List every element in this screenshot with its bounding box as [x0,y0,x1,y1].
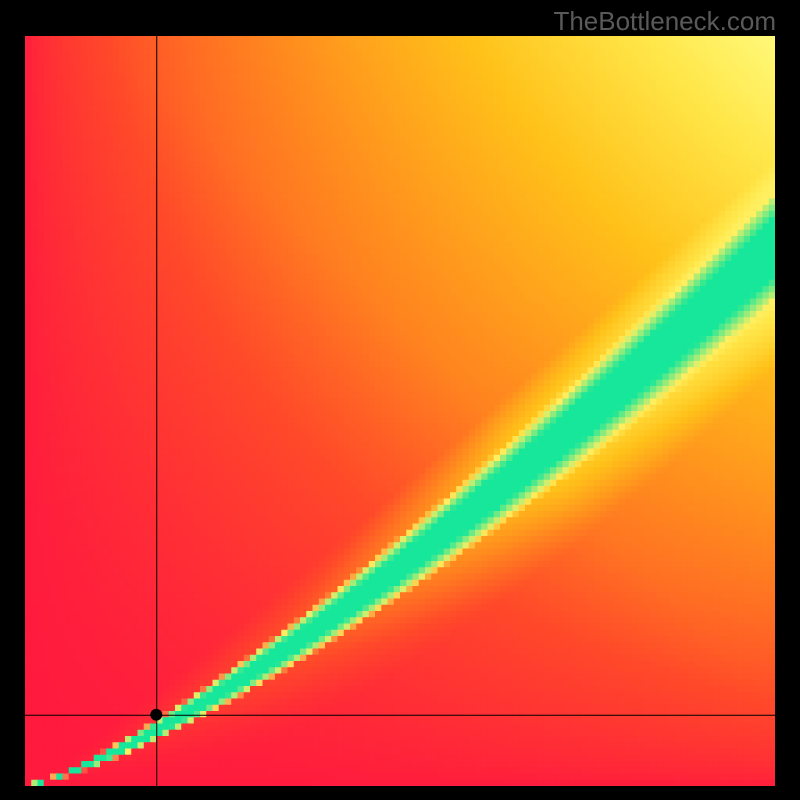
watermark-text: TheBottleneck.com [553,6,776,37]
bottleneck-heatmap [25,36,775,786]
chart-container: TheBottleneck.com [0,0,800,800]
